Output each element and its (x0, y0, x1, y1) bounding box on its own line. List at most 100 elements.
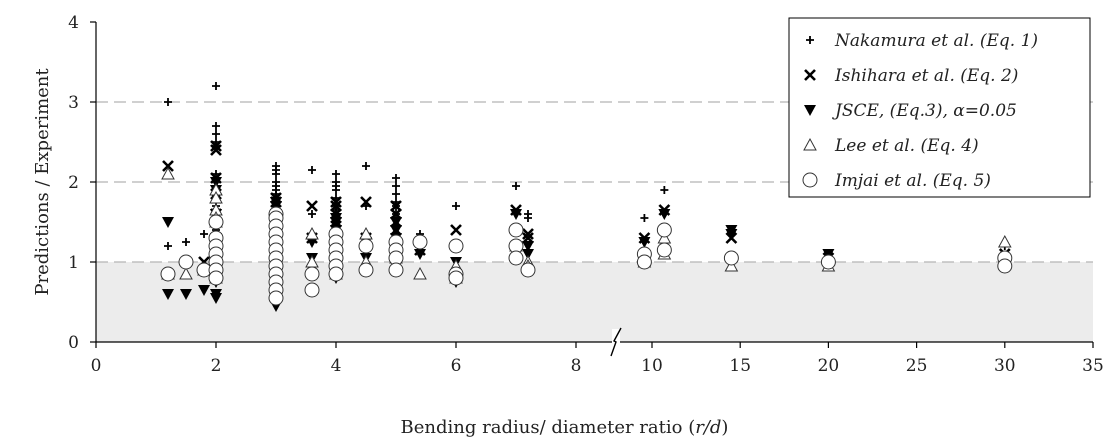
data-point (388, 262, 404, 278)
data-point (332, 170, 340, 178)
axes (90, 21, 1094, 348)
axis-break-mark (610, 327, 622, 357)
x-axis-title-var: r/d (695, 417, 721, 438)
series-circle (160, 206, 1013, 306)
x-tick-label: 8 (571, 356, 582, 376)
data-point (358, 262, 374, 278)
data-point (330, 217, 342, 228)
y-tick-label: 1 (68, 253, 79, 273)
x-tick-label: 10 (641, 356, 663, 376)
legend-item: Ishihara et al. (Eq. 2) (804, 66, 1018, 86)
data-point (658, 209, 671, 220)
data-point (656, 222, 672, 238)
x-tick-label: 25 (906, 356, 928, 376)
legend-box (788, 17, 1091, 198)
data-point (198, 285, 210, 296)
x-axis-title-suffix: ) (721, 417, 728, 438)
legend-label: Nakamura et al. (Eq. 1) (834, 31, 1038, 51)
data-point (178, 254, 194, 270)
data-point (392, 174, 400, 182)
data-point (725, 229, 738, 240)
data-point (512, 182, 520, 190)
y-tick-label: 0 (68, 333, 79, 353)
data-point (392, 182, 400, 190)
y-tick-labels: 0 1 2 3 4 (68, 13, 79, 353)
legend-item: Lee et al. (Eq. 4) (803, 136, 979, 156)
data-point (164, 98, 172, 106)
legend-marker (804, 69, 816, 81)
data-point (820, 254, 836, 270)
y-tick-label: 2 (68, 173, 79, 193)
data-point (390, 225, 402, 236)
data-point (392, 190, 400, 198)
data-point (210, 293, 222, 304)
data-point (640, 214, 649, 222)
data-point (210, 140, 222, 152)
data-point (208, 270, 224, 286)
data-point (306, 200, 318, 212)
x-tick-label: 6 (451, 356, 462, 376)
data-point (208, 214, 224, 230)
x-tick-label: 2 (211, 356, 222, 376)
legend-label: Lee et al. (Eq. 4) (834, 136, 979, 156)
data-point (524, 214, 532, 222)
data-point (306, 237, 318, 248)
data-point (210, 144, 222, 156)
data-point (723, 250, 739, 266)
data-point (328, 266, 344, 282)
data-point (362, 162, 370, 170)
x-tick-label: 20 (818, 356, 840, 376)
data-point (272, 170, 280, 178)
data-point (656, 242, 672, 258)
y-axis-title: Predictions / Experiment (32, 68, 53, 296)
x-axis-title-prefix: Bending radius/ diameter ratio ( (401, 417, 696, 438)
data-point (304, 282, 320, 298)
shaded-band (96, 262, 1093, 342)
data-point (160, 266, 176, 282)
data-point (308, 166, 316, 174)
data-point (413, 266, 427, 280)
x-tick-label: 35 (1082, 356, 1103, 376)
data-point (212, 122, 220, 130)
legend-marker (806, 36, 814, 44)
data-point (360, 196, 372, 208)
data-point (448, 238, 464, 254)
data-point (448, 270, 464, 286)
data-point (638, 237, 651, 248)
data-point (179, 266, 193, 280)
data-point (162, 217, 174, 228)
data-point (304, 266, 320, 282)
data-point (308, 210, 316, 218)
legend-marker (804, 105, 816, 116)
data-point (522, 241, 534, 252)
legend: Nakamura et al. (Eq. 1) Ishihara et al. (… (788, 17, 1091, 198)
data-point (452, 202, 460, 210)
data-point (508, 222, 524, 238)
data-point (450, 224, 462, 236)
data-point (332, 186, 340, 194)
data-point (997, 234, 1012, 248)
data-point (330, 196, 342, 208)
data-point (522, 249, 534, 260)
data-point (414, 249, 426, 260)
x-tick-label: 15 (729, 356, 751, 376)
data-point (268, 290, 284, 306)
legend-label: Ishihara et al. (Eq. 2) (834, 66, 1018, 86)
legend-label: Imjai et al. (Eq. 5) (834, 171, 991, 191)
data-point (412, 234, 428, 250)
data-point (510, 209, 522, 220)
data-point (162, 289, 174, 300)
data-point (182, 238, 190, 246)
x-axis-title: Bending radius/ diameter ratio (r/d) (401, 417, 729, 438)
data-point (636, 254, 652, 270)
data-point (164, 242, 172, 250)
x-tick-label: 0 (91, 356, 102, 376)
legend-item: Imjai et al. (Eq. 5) (802, 171, 991, 191)
x-tick-label: 4 (331, 356, 342, 376)
legend-marker (802, 172, 818, 188)
data-point (390, 217, 402, 228)
data-point (212, 82, 220, 90)
data-point (180, 289, 192, 300)
data-point (358, 238, 374, 254)
